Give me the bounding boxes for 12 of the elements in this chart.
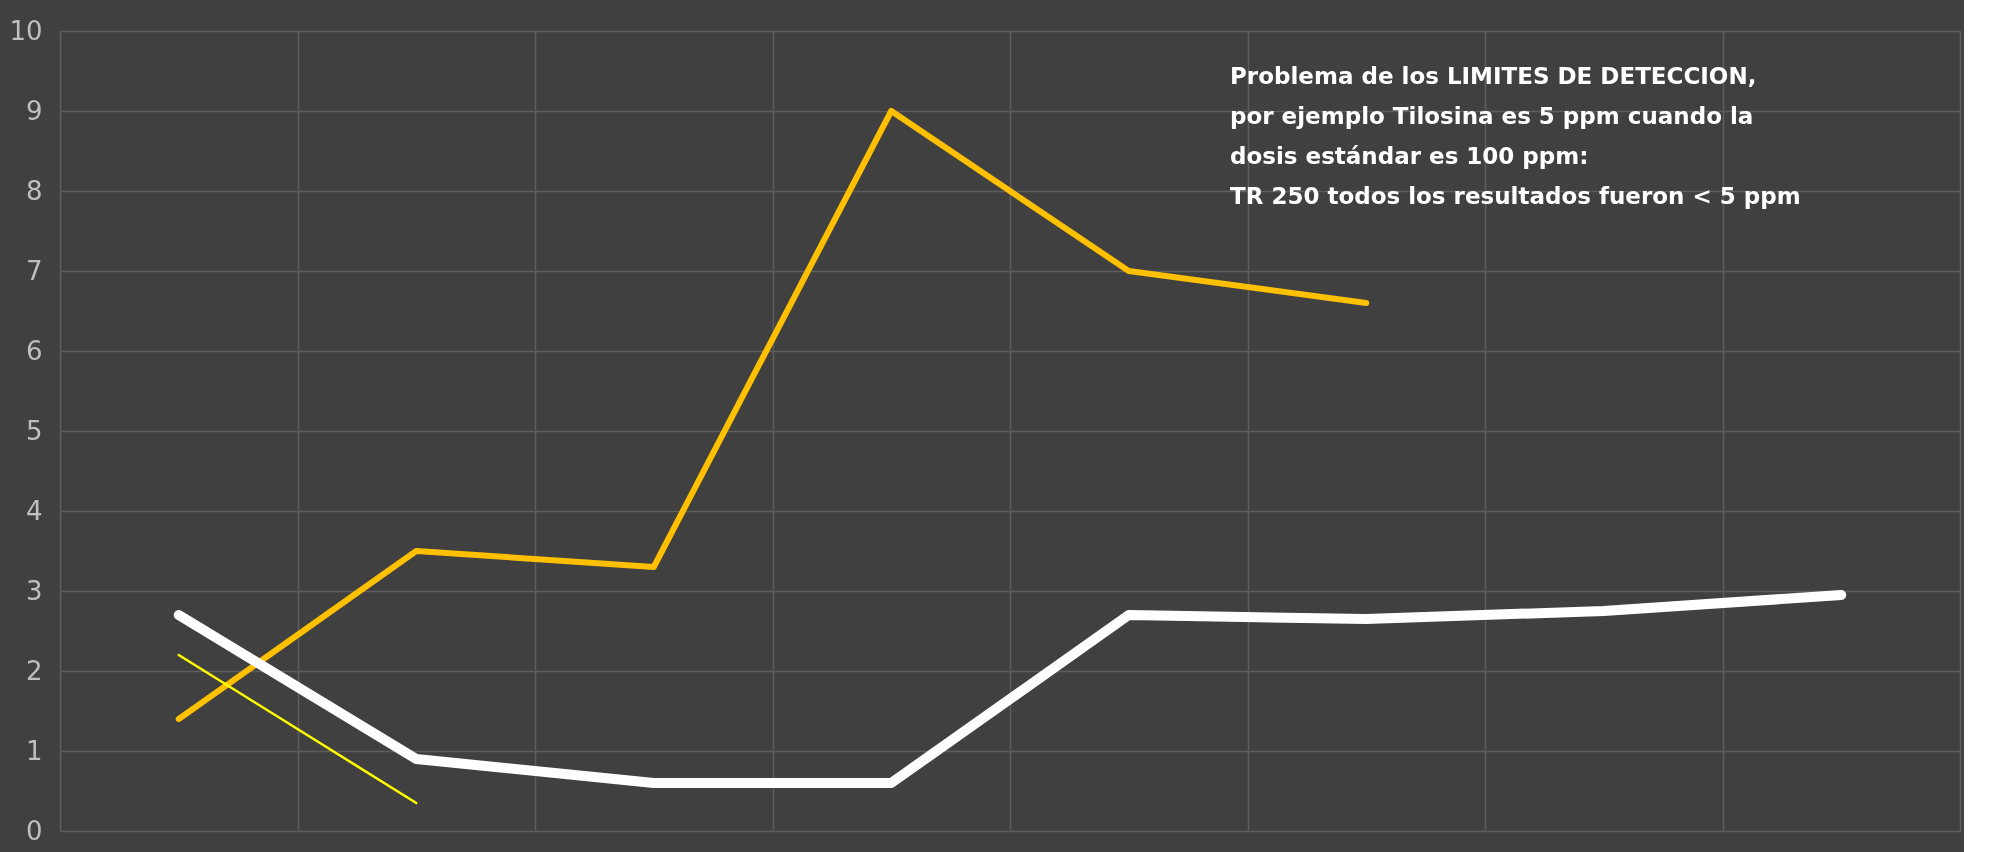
y-tick-label: 1	[25, 735, 43, 766]
y-tick-label: 4	[25, 495, 43, 526]
y-tick-label: 3	[25, 575, 43, 606]
y-tick-label: 5	[25, 415, 43, 446]
y-tick-label: 7	[25, 255, 43, 286]
y-tick-label: 6	[25, 335, 43, 366]
annotation: Problema de los LIMITES DE DETECCION, por ejemplo Tilosina es 5 ppm cuando la dosis estándar es 100 ppm: TR 250 todos los resultados fueron < 5 ppm	[1230, 63, 1801, 209]
y-tick-label: 2	[25, 655, 43, 686]
y-tick-label: 8	[25, 175, 43, 206]
y-tick-label: 10	[9, 15, 43, 46]
y-tick-label: 0	[25, 815, 43, 846]
y-tick-label: 9	[25, 95, 43, 126]
